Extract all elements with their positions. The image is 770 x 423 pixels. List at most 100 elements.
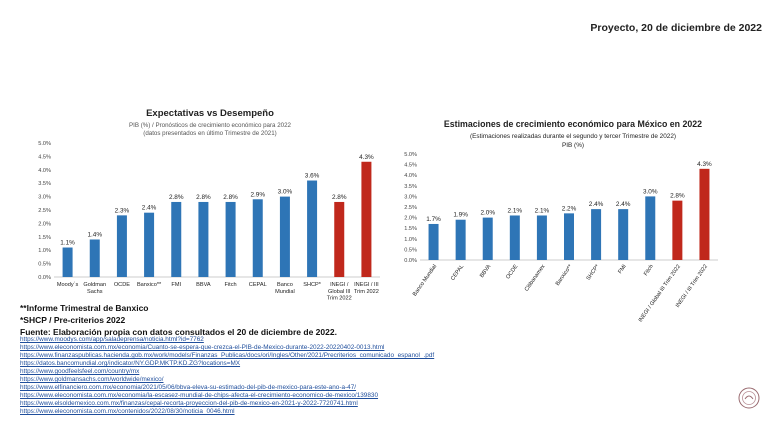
chart2-bar [618, 209, 629, 260]
chart2-y-tick-label: 3.0% [404, 194, 417, 200]
chart2-y-tick-label: 0.0% [404, 258, 417, 264]
chart1-x-tick-label: Global III [328, 289, 351, 295]
chart1-y-tick-label: 0.0% [38, 275, 51, 281]
chart1-y-tick-label: 4.0% [38, 168, 51, 174]
chart1-x-tick-label: INEGI / [330, 282, 349, 288]
chart1-y-tick-label: 2.0% [38, 221, 51, 227]
chart2-subtitle: PIB (%) [562, 142, 584, 149]
source-link[interactable]: https://www.elsoldemexico.com.mx/finanza… [20, 400, 358, 408]
chart1-x-tick-label: FMI [171, 282, 181, 288]
chart2-y-tick-label: 2.5% [404, 205, 417, 211]
chart2-y-tick-label: 1.0% [404, 237, 417, 243]
chart1-data-label: 2.8% [223, 194, 238, 201]
chart1-data-label: 2.8% [332, 194, 347, 201]
source-link[interactable]: https://www.finanzaspublicas.hacienda.go… [20, 352, 435, 360]
chart1-y-tick-label: 1.0% [38, 248, 51, 254]
chart1-bar [116, 215, 127, 277]
header-date: Proyecto, 20 de diciembre de 2022 [590, 22, 762, 34]
chart1-bar [225, 201, 236, 277]
chart2-y-tick-label: 4.5% [404, 163, 417, 169]
chart1-y-tick-label: 4.5% [38, 154, 51, 160]
chart2-y-tick-label: 2.0% [404, 216, 417, 222]
chart2-x-tick-label: CEPAL [450, 264, 465, 282]
note-source: Fuente: Elaboración propia con datos con… [20, 327, 337, 337]
chart1-x-tick-label: Banxico** [137, 282, 162, 288]
chart1-x-tick-label: Trim 2022 [354, 289, 379, 295]
chart2-bar [509, 215, 520, 260]
source-link[interactable]: https://www.elfinanciero.com.mx/economia… [20, 384, 357, 392]
chart1-title: Expectativas vs Desempeño [146, 108, 274, 119]
chart2-x-tick-label: BBVA [479, 263, 492, 279]
source-link[interactable]: https://www.moodys.com/app/saladeprensa/… [20, 336, 204, 343]
source-link[interactable]: https://datos.bancomundial.org/indicator… [20, 360, 241, 368]
chart1-bar [198, 201, 209, 277]
source-link[interactable]: https://www.eleconomista.com.mx/economia… [20, 392, 379, 400]
chart1-bar [334, 201, 345, 277]
notes-block: **Informe Trimestral de Banxico *SHCP / … [20, 302, 337, 338]
chart2-y-tick-label: 5.0% [404, 152, 417, 158]
chart1-x-tick-label: Sachs [87, 289, 103, 295]
chart2-x-tick-label: OCDE [505, 263, 519, 280]
source-link[interactable]: https://www.goldmansachs.com/worldwide/m… [20, 376, 164, 384]
note-shcp: *SHCP / Pre-criterios 2022 [20, 315, 126, 325]
source-links: https://www.moodys.com/app/saladeprensa/… [20, 336, 434, 416]
chart1-data-label: 1.4% [87, 231, 102, 238]
chart2-data-label: 2.4% [616, 201, 631, 208]
chart2-data-label: 2.0% [480, 210, 495, 217]
chart1-y-tick-label: 2.5% [38, 208, 51, 214]
chart2-bar [564, 213, 574, 260]
chart2-x-tick-label: Banco Mundial [412, 264, 438, 298]
chart1-data-label: 2.8% [169, 194, 184, 201]
chart1-bar [252, 199, 263, 277]
chart2-subtitle: (Estimaciones realizadas durante el segu… [470, 133, 676, 140]
chart1-x-tick-label: Mundial [275, 289, 295, 295]
chart1-x-tick-label: CEPAL [249, 282, 267, 288]
chart1-bar [307, 180, 318, 277]
chart2-data-label: 2.2% [562, 205, 577, 212]
chart2-data-label: 2.8% [670, 193, 685, 200]
chart1-x-tick-label: Goldman [83, 282, 106, 288]
chart1-bar [171, 201, 182, 277]
source-link[interactable]: https://www.eleconomista.com.mx/economia… [20, 344, 385, 352]
chart1-x-tick-label: BBVA [196, 282, 211, 288]
chart2-data-label: 1.7% [426, 216, 441, 223]
chart1-bar [144, 212, 155, 277]
chart2-bar [428, 223, 439, 260]
source-link[interactable]: https://www.goodfeelsfeel.com/country/mx [20, 368, 140, 376]
chart1-x-tick-label: INEGI / III [354, 282, 379, 288]
chart1-bar [279, 196, 290, 277]
chart2-bar [591, 209, 602, 260]
chart2-data-label: 2.1% [508, 207, 523, 214]
chart1-data-label: 3.0% [278, 189, 293, 196]
chart1-data-label: 4.3% [359, 154, 374, 161]
source-link[interactable]: https://www.eleconomista.com.mx/contenid… [20, 408, 235, 416]
chart2-y-tick-label: 0.5% [404, 247, 417, 253]
chart1-x-tick-label: SHCP* [303, 282, 322, 288]
chart2-bar [455, 219, 466, 260]
chart1-data-label: 3.6% [305, 173, 320, 180]
chart1-y-tick-label: 3.5% [38, 181, 51, 187]
chart2-bar [536, 215, 547, 260]
chart1-subtitle: PIB (%) / Pronósticos de crecimiento eco… [129, 122, 292, 129]
chart2-x-tick-label: Banxico** [555, 263, 574, 287]
chart2-data-label: 1.9% [453, 212, 468, 219]
chart1-x-tick-label: Trim 2022 [327, 296, 352, 300]
chart2-y-tick-label: 1.5% [404, 226, 417, 232]
chart1-y-tick-label: 3.0% [38, 195, 51, 201]
chart2-data-label: 2.1% [535, 207, 550, 214]
chart1-y-tick-label: 0.5% [38, 262, 51, 268]
chart1-y-tick-label: 5.0% [38, 141, 51, 147]
chart1-data-label: 2.8% [196, 194, 211, 201]
chart2-data-label: 3.0% [643, 188, 658, 195]
chart-expectativas-vs-desempeno: Expectativas vs Desempeño PIB (%) / Pronó… [12, 100, 390, 300]
chart1-data-label: 1.1% [60, 240, 75, 247]
chart1-data-label: 2.4% [142, 205, 157, 212]
chart2-data-label: 2.4% [589, 201, 604, 208]
chart-estimaciones-crecimiento: Estimaciones de crecimiento económico pa… [390, 112, 762, 342]
chart1-subtitle: (datos presentados en último Trimestre d… [143, 130, 276, 137]
chart1-bar [62, 247, 73, 277]
chart1-x-tick-label: Fitch [225, 282, 237, 288]
chart2-x-tick-label: FMI [617, 263, 628, 275]
note-banxico: **Informe Trimestral de Banxico [20, 303, 149, 313]
chart2-data-label: 4.3% [697, 161, 712, 168]
